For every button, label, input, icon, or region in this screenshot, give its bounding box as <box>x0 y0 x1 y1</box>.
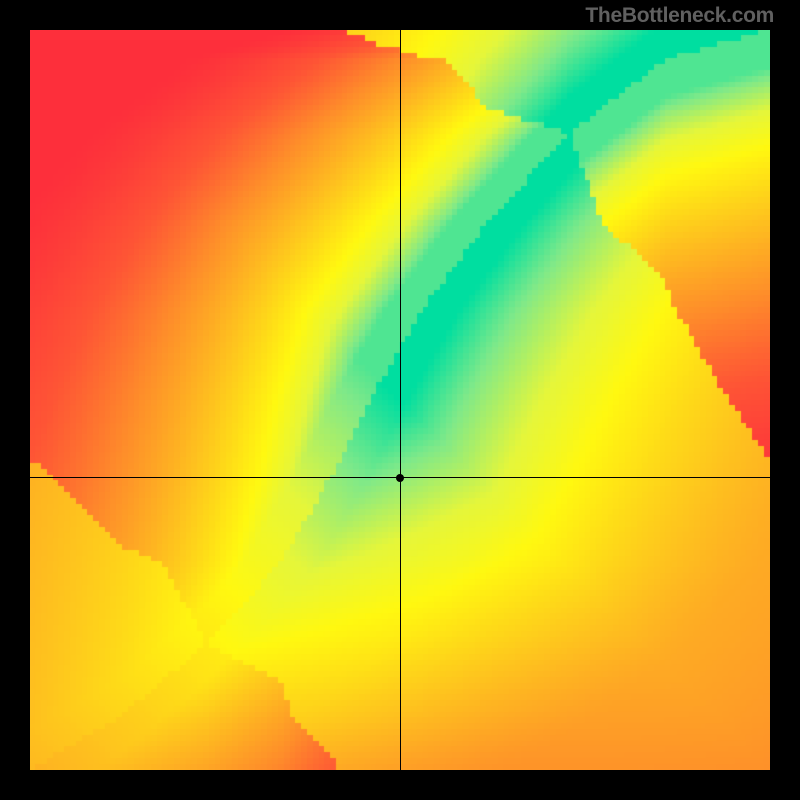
watermark-text: TheBottleneck.com <box>585 4 774 28</box>
crosshair-dot <box>396 474 404 482</box>
crosshair-vertical <box>400 30 401 770</box>
